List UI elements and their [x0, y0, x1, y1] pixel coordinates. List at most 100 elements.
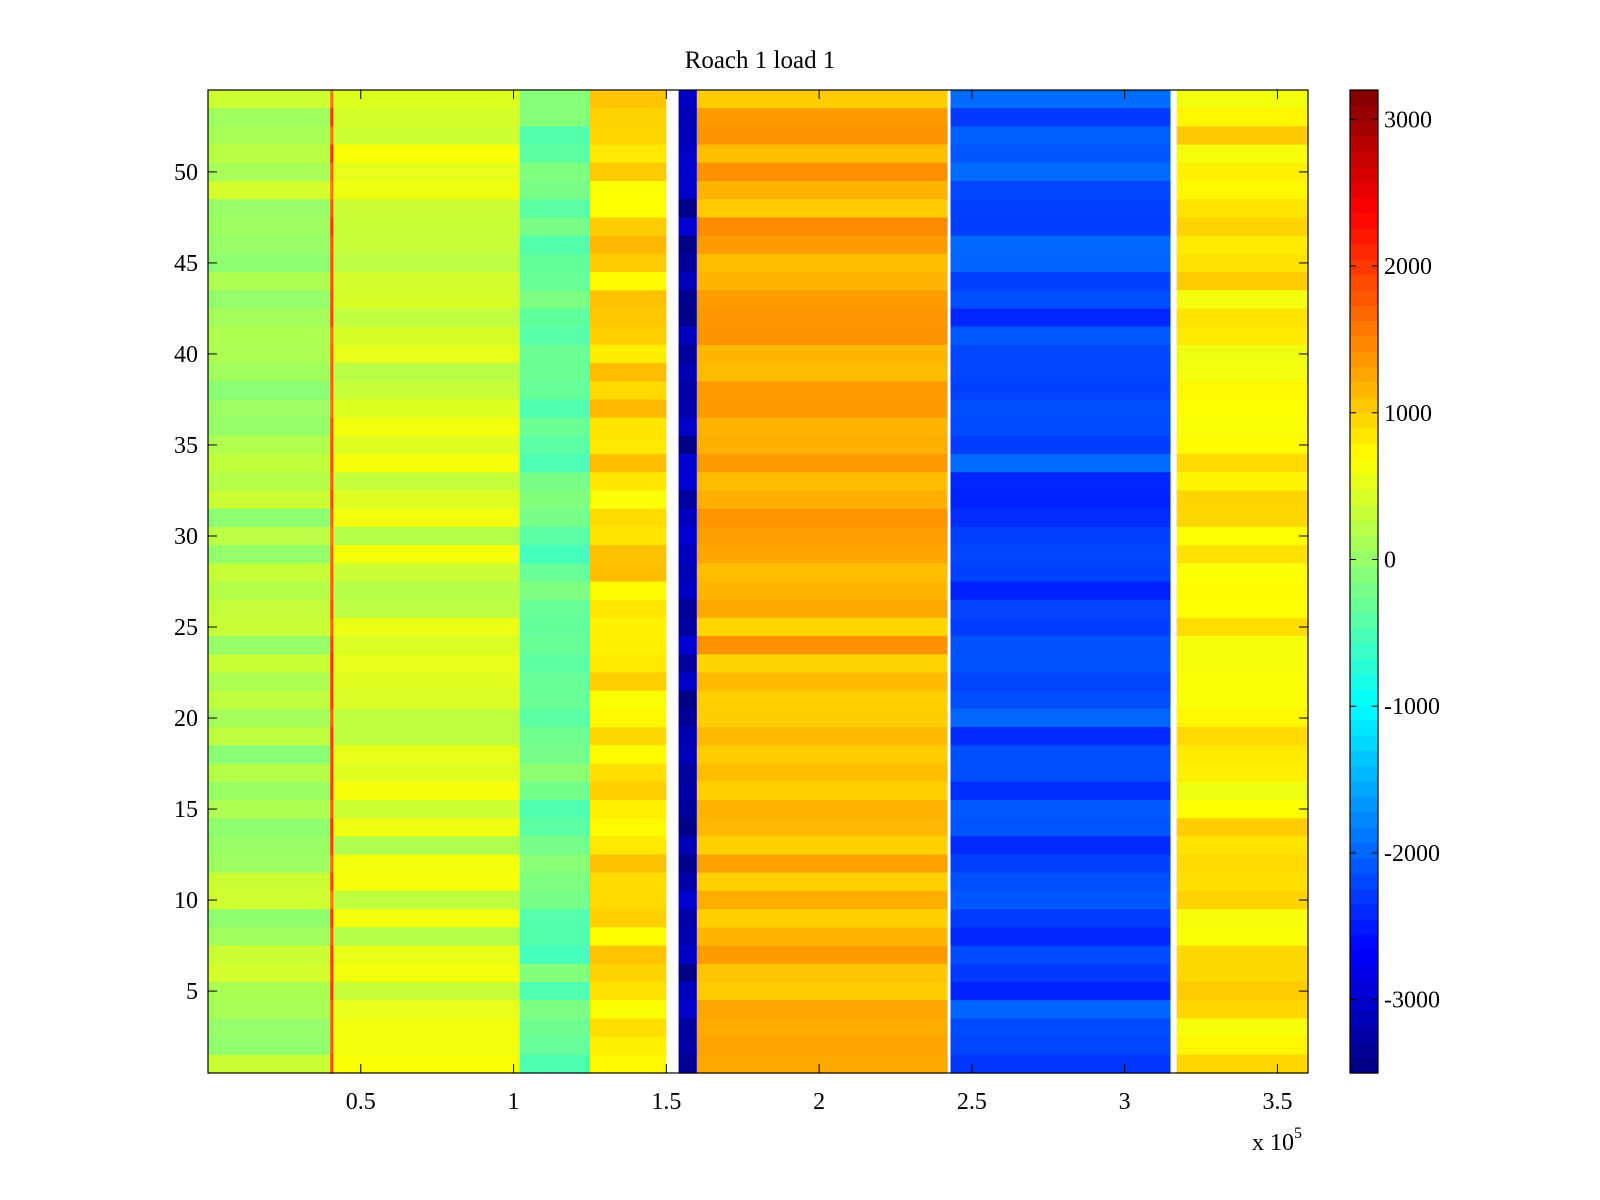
- heatmap-cell: [208, 472, 331, 492]
- heatmap-cell: [696, 854, 948, 874]
- colorbar-swatch: [1350, 888, 1378, 905]
- colorbar-swatch: [1350, 566, 1378, 583]
- heatmap-cell: [519, 108, 590, 127]
- x-exponent-power: 5: [1294, 1125, 1302, 1142]
- heatmap-cell: [333, 90, 520, 109]
- heatmap-cell: [678, 727, 697, 746]
- heatmap-cell: [678, 745, 697, 765]
- heatmap-cell: [950, 981, 1171, 1001]
- heatmap-cell: [208, 454, 331, 473]
- heatmap-cell: [696, 326, 948, 346]
- heatmap-cell: [208, 672, 331, 692]
- heatmap-cell: [330, 308, 334, 328]
- heatmap-cell: [589, 781, 667, 801]
- heatmap-cell: [208, 490, 331, 510]
- colorbar-swatch: [1350, 689, 1378, 705]
- heatmap-cell: [696, 399, 948, 419]
- heatmap-cell: [333, 599, 520, 619]
- heatmap-cell: [330, 235, 334, 255]
- colorbar-swatch: [1350, 596, 1378, 613]
- y-tick-label: 50: [174, 160, 198, 186]
- heatmap-cell: [330, 108, 334, 127]
- heatmap-cell: [330, 836, 334, 856]
- heatmap-cell: [333, 818, 520, 837]
- heatmap-cells: [208, 90, 1308, 1074]
- heatmap-cell: [950, 708, 1171, 728]
- heatmap-cell: [1176, 890, 1308, 910]
- heatmap-cell: [330, 545, 334, 564]
- heatmap-cell: [678, 1036, 697, 1056]
- colorbar-swatch: [1350, 811, 1378, 828]
- heatmap-cell: [696, 1036, 948, 1056]
- heatmap-cell: [950, 199, 1171, 219]
- heatmap-cell: [519, 872, 590, 892]
- heatmap-cell: [678, 108, 697, 127]
- heatmap-cell: [519, 545, 590, 564]
- y-tick-label: 5: [186, 979, 198, 1005]
- heatmap-cell: [519, 181, 590, 200]
- heatmap-cell: [208, 818, 331, 837]
- colorbar-swatch: [1350, 673, 1378, 690]
- colorbar-swatch: [1350, 105, 1378, 122]
- heatmap-cell: [519, 490, 590, 510]
- heatmap-cell: [1176, 599, 1308, 619]
- heatmap-cell: [208, 290, 331, 310]
- heatmap-cell: [519, 581, 590, 601]
- heatmap-cell: [519, 308, 590, 328]
- y-tick-label: 25: [174, 615, 198, 641]
- heatmap-cell: [589, 490, 667, 510]
- heatmap-cell: [1176, 1054, 1308, 1074]
- heatmap-cell: [330, 126, 334, 146]
- y-tick-label: 35: [174, 433, 198, 459]
- heatmap-cell: [589, 563, 667, 583]
- heatmap-cell: [208, 162, 331, 182]
- colorbar-swatch: [1350, 305, 1378, 321]
- heatmap-cell: [678, 217, 697, 237]
- heatmap-cell: [330, 945, 334, 965]
- heatmap-cell: [589, 909, 667, 928]
- heatmap-cell: [208, 199, 331, 219]
- heatmap-cell: [208, 745, 331, 765]
- heatmap-cell: [333, 872, 520, 892]
- heatmap-cell: [696, 181, 948, 200]
- heatmap-cell: [519, 344, 590, 364]
- heatmap-cell: [330, 162, 334, 182]
- heatmap-cell: [950, 581, 1171, 601]
- heatmap-cell: [589, 927, 667, 947]
- heatmap-cell: [589, 526, 667, 546]
- heatmap-cell: [950, 1018, 1171, 1038]
- heatmap-cell: [330, 799, 334, 819]
- heatmap-cell: [519, 690, 590, 710]
- heatmap-cell: [330, 636, 334, 655]
- heatmap-cell: [1176, 526, 1308, 546]
- heatmap-cell: [333, 454, 520, 473]
- heatmap-cell: [589, 708, 667, 728]
- heatmap-cell: [519, 272, 590, 291]
- heatmap-cell: [208, 108, 331, 127]
- colorbar-swatch: [1350, 212, 1378, 229]
- heatmap-cell: [678, 545, 697, 564]
- plot-frame: [207, 89, 1309, 1074]
- heatmap-cell: [589, 126, 667, 146]
- heatmap-cell: [678, 763, 697, 783]
- heatmap-cell: [208, 581, 331, 601]
- heatmap-cell: [950, 126, 1171, 146]
- heatmap-cell: [589, 144, 667, 164]
- heatmap-cell: [589, 945, 667, 965]
- colorbar-swatch: [1350, 197, 1378, 214]
- heatmap-cell: [950, 909, 1171, 928]
- heatmap-cell: [519, 763, 590, 783]
- heatmap-cell: [519, 290, 590, 310]
- heatmap-cell: [950, 1036, 1171, 1056]
- colorbar: [1350, 90, 1378, 1074]
- heatmap-cell: [1176, 636, 1308, 655]
- heatmap-cell: [330, 272, 334, 291]
- heatmap-cell: [1176, 981, 1308, 1001]
- heatmap-cell: [330, 1036, 334, 1056]
- heatmap-cell: [208, 1018, 331, 1038]
- heatmap-cell: [1176, 1036, 1308, 1056]
- heatmap-cell: [1176, 363, 1308, 382]
- heatmap-cell: [589, 181, 667, 200]
- heatmap-cell: [330, 1000, 334, 1019]
- colorbar-swatch: [1350, 950, 1378, 967]
